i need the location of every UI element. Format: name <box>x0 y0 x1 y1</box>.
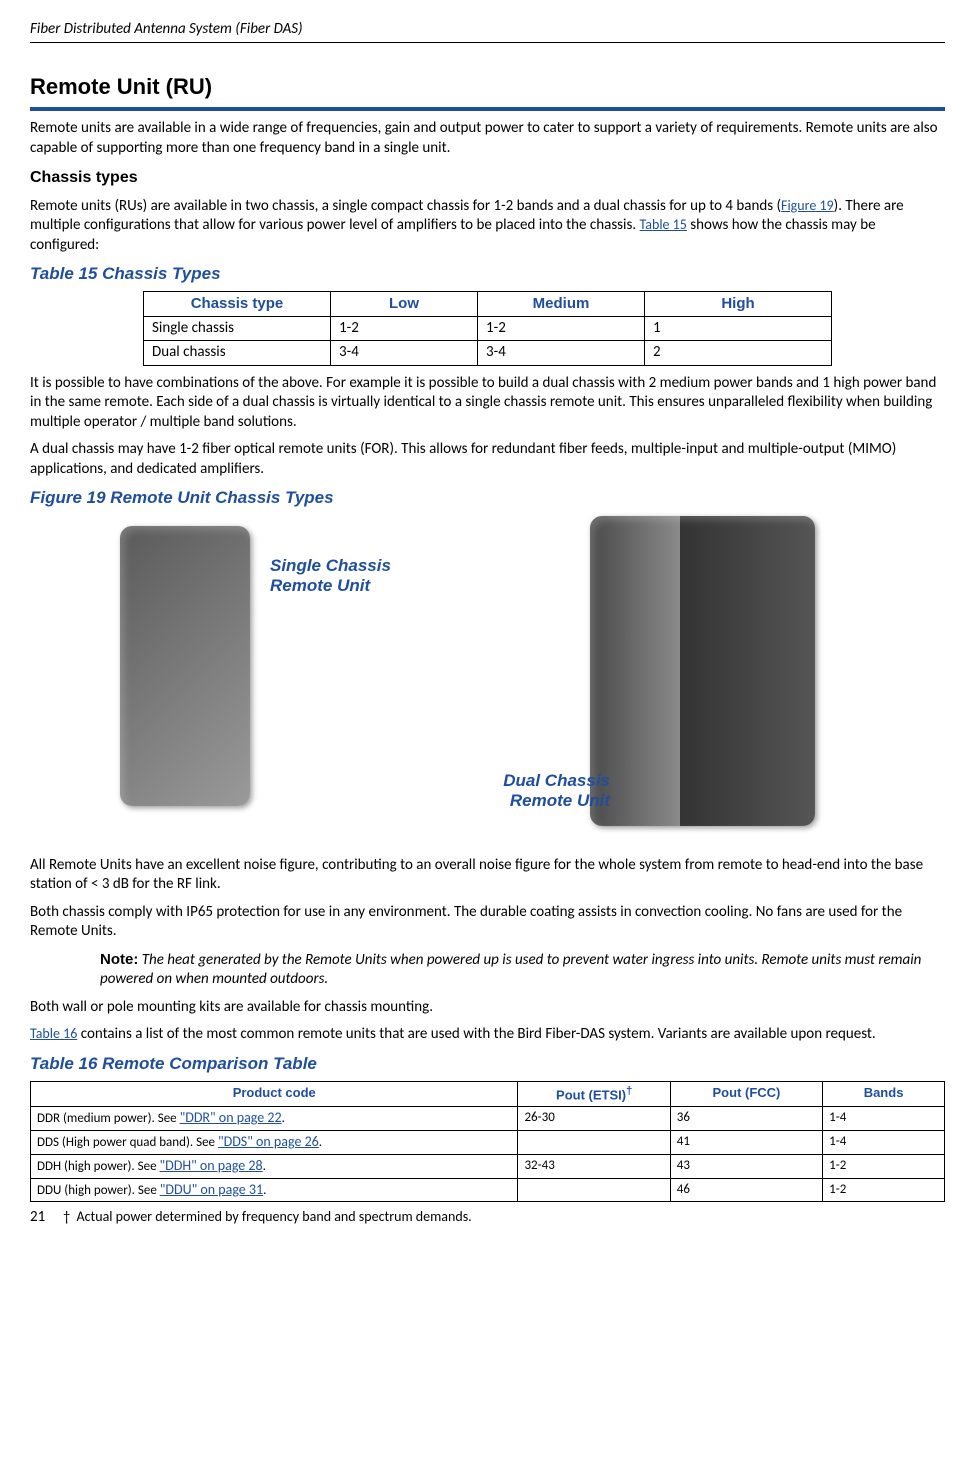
table-header: Chassis type <box>144 292 331 317</box>
footer-row: 21 † Actual power determined by frequenc… <box>30 1208 945 1228</box>
cell: 2 <box>645 341 832 366</box>
table-16-caption: Table 16 Remote Comparison Table <box>30 1053 945 1075</box>
dual-chassis-image <box>590 516 815 826</box>
cell: 1-4 <box>823 1130 945 1154</box>
table-header: Medium <box>478 292 645 317</box>
table-header: Bands <box>823 1081 945 1106</box>
dual-chassis-paragraph: A dual chassis may have 1-2 fiber optica… <box>30 440 945 479</box>
cell: DDS (High power quad band). See "DDS" on… <box>31 1130 518 1154</box>
cell: 1-2 <box>331 316 478 341</box>
cell <box>518 1130 670 1154</box>
table16-intro-paragraph: Table 16 contains a list of the most com… <box>30 1025 945 1045</box>
cell: 1-2 <box>823 1178 945 1202</box>
table-16-link[interactable]: Table 16 <box>30 1025 77 1042</box>
figure-19: Single Chassis Remote Unit Dual Chassis … <box>30 516 945 846</box>
figure-19-link[interactable]: Figure 19 <box>781 197 834 214</box>
chassis-types-table: Chassis type Low Medium High Single chas… <box>143 291 832 366</box>
cell: Dual chassis <box>144 341 331 366</box>
cell: DDR (medium power). See "DDR" on page 22… <box>31 1106 518 1130</box>
ddh-link[interactable]: "DDH" on page 28 <box>160 1157 263 1174</box>
note-block: Note: The heat generated by the Remote U… <box>100 950 945 990</box>
dds-link[interactable]: "DDS" on page 26 <box>218 1133 319 1150</box>
cell: 3-4 <box>331 341 478 366</box>
ddu-link[interactable]: "DDU" on page 31 <box>160 1181 263 1198</box>
ip65-paragraph: Both chassis comply with IP65 protection… <box>30 903 945 942</box>
table-row: DDU (high power). See "DDU" on page 31. … <box>31 1178 945 1202</box>
cell: 1 <box>645 316 832 341</box>
cell: 3-4 <box>478 341 645 366</box>
cell: 1-4 <box>823 1106 945 1130</box>
running-header: Fiber Distributed Antenna System (Fiber … <box>30 20 945 43</box>
dual-chassis-label: Dual Chassis Remote Unit <box>470 771 610 812</box>
page-number: 21 <box>30 1208 60 1228</box>
chassis-types-heading: Chassis types <box>30 168 945 189</box>
single-chassis-image <box>120 526 250 806</box>
cell: 26-30 <box>518 1106 670 1130</box>
cell: DDH (high power). See "DDH" on page 28. <box>31 1154 518 1178</box>
table-header: Low <box>331 292 478 317</box>
table-15-link[interactable]: Table 15 <box>640 216 687 233</box>
mounting-paragraph: Both wall or pole mounting kits are avai… <box>30 998 945 1018</box>
cell: Single chassis <box>144 316 331 341</box>
cell: 43 <box>670 1154 822 1178</box>
cell: 1-2 <box>478 316 645 341</box>
figure-19-caption: Figure 19 Remote Unit Chassis Types <box>30 487 945 509</box>
section-title: Remote Unit (RU) <box>30 73 945 112</box>
remote-comparison-table: Product code Pout (ETSI)† Pout (FCC) Ban… <box>30 1081 945 1203</box>
chassis-intro-paragraph: Remote units (RUs) are available in two … <box>30 197 945 256</box>
text: contains a list of the most common remot… <box>77 1025 875 1043</box>
combinations-paragraph: It is possible to have combinations of t… <box>30 374 945 433</box>
cell: DDU (high power). See "DDU" on page 31. <box>31 1178 518 1202</box>
footnote-text: Actual power determined by frequency ban… <box>77 1208 472 1225</box>
cell: 41 <box>670 1130 822 1154</box>
cell: 1-2 <box>823 1154 945 1178</box>
table-header: Pout (FCC) <box>670 1081 822 1106</box>
ddr-link[interactable]: "DDR" on page 22 <box>180 1109 282 1126</box>
table-header: Product code <box>31 1081 518 1106</box>
single-chassis-label: Single Chassis Remote Unit <box>270 556 430 597</box>
table-row: DDH (high power). See "DDH" on page 28. … <box>31 1154 945 1178</box>
table-row: Dual chassis 3-4 3-4 2 <box>144 341 832 366</box>
table-row: Single chassis 1-2 1-2 1 <box>144 316 832 341</box>
table-row: DDR (medium power). See "DDR" on page 22… <box>31 1106 945 1130</box>
table-row: DDS (High power quad band). See "DDS" on… <box>31 1130 945 1154</box>
text: Remote units (RUs) are available in two … <box>30 197 781 215</box>
note-text: The heat generated by the Remote Units w… <box>100 951 921 989</box>
note-label: Note: <box>100 951 138 968</box>
table-15-caption: Table 15 Chassis Types <box>30 263 945 285</box>
noise-figure-paragraph: All Remote Units have an excellent noise… <box>30 856 945 895</box>
footnote-dagger: † <box>63 1208 70 1225</box>
table-header: Pout (ETSI)† <box>518 1081 670 1106</box>
intro-paragraph: Remote units are available in a wide ran… <box>30 119 945 158</box>
cell: 46 <box>670 1178 822 1202</box>
cell <box>518 1178 670 1202</box>
table-header: High <box>645 292 832 317</box>
cell: 32-43 <box>518 1154 670 1178</box>
cell: 36 <box>670 1106 822 1130</box>
